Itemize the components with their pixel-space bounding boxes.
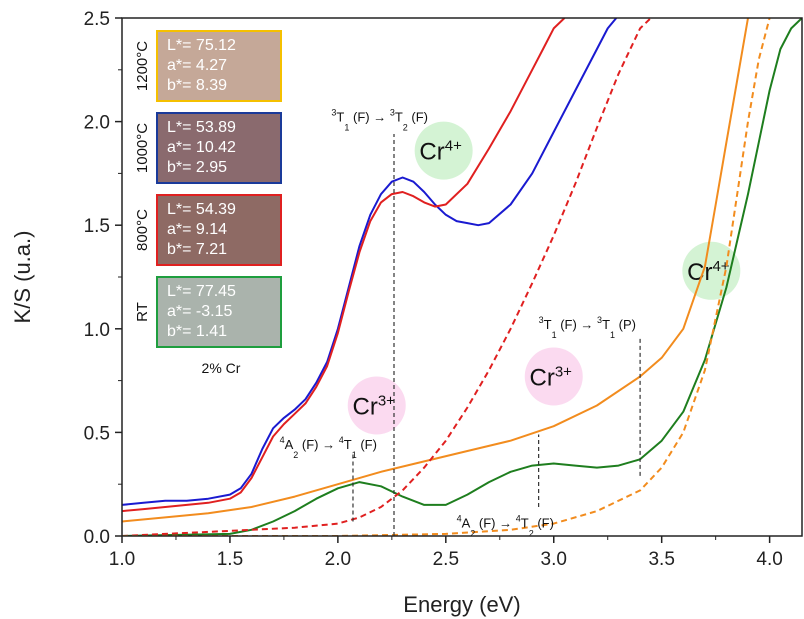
y-tick-label: 2.0 bbox=[84, 113, 110, 134]
ion-badge-label: Cr4+ bbox=[687, 258, 730, 286]
x-axis-title: Energy (eV) bbox=[403, 592, 520, 617]
series-line-5 bbox=[122, 18, 652, 536]
plot-layer: Cr4+ Cr3+ Cr3+ Cr4+ bbox=[122, 18, 802, 536]
ion-badge-bg bbox=[414, 121, 473, 180]
x-tick-label: 1.5 bbox=[217, 549, 243, 570]
cielab-value: L*= 54.39 bbox=[167, 201, 236, 218]
sample-label: 2% Cr bbox=[202, 360, 241, 376]
transition-label: 4A2 (F) → 4T2 (F) bbox=[457, 514, 554, 539]
x-tick-label: 2.5 bbox=[433, 549, 459, 570]
temperature-label: 800°C bbox=[134, 209, 151, 251]
transition-label: 3T1 (F) → 3T2 (F) bbox=[331, 108, 428, 133]
color-sample-box bbox=[156, 30, 282, 102]
cielab-value: a*= 10.42 bbox=[167, 139, 236, 156]
cielab-value: a*= 9.14 bbox=[167, 221, 227, 238]
y-axis-title: K/S (u.a.) bbox=[10, 231, 35, 324]
series-line-2 bbox=[122, 18, 566, 513]
annotation-layer: 3T1 (F) → 3T2 (F) 4A2 (F) → 4T1 (F) 3T1 (F… bbox=[280, 108, 641, 539]
cielab-value: b*= 8.39 bbox=[167, 77, 227, 94]
y-tick-label: 0.5 bbox=[84, 423, 110, 444]
x-tick-label: 4.0 bbox=[756, 549, 782, 570]
color-sample-box bbox=[156, 112, 282, 184]
cielab-value: a*= -3.15 bbox=[167, 303, 232, 320]
y-tick-label: 2.5 bbox=[84, 9, 110, 30]
y-tick-label: 1.0 bbox=[84, 320, 110, 341]
y-tick-label: 0.0 bbox=[84, 527, 110, 548]
cielab-value: L*= 53.89 bbox=[167, 119, 236, 136]
x-tick-label: 2.0 bbox=[325, 549, 351, 570]
x-tick-label: 3.5 bbox=[648, 549, 674, 570]
color-sample-legend: 2% Cr L*= 75.12 a*= 4.27 b*= 8.39 1200°C L*=… bbox=[134, 30, 282, 376]
series-line-4 bbox=[122, 18, 802, 536]
ion-badge-bg bbox=[682, 241, 741, 300]
color-sample-box bbox=[156, 276, 282, 348]
x-tick-label: 1.0 bbox=[109, 549, 135, 570]
ion-badge-label: Cr3+ bbox=[353, 392, 396, 420]
ion-badge-bg bbox=[347, 376, 406, 435]
ion-badge-bg bbox=[524, 347, 583, 406]
cielab-value: b*= 1.41 bbox=[167, 323, 227, 340]
temperature-label: 1200°C bbox=[134, 41, 151, 91]
axis-layer: Energy (eV) K/S (u.a.) 1.0 1.5 2.0 2.5 3.0 3.… bbox=[10, 9, 803, 617]
color-sample-box bbox=[156, 194, 282, 266]
cielab-value: b*= 7.21 bbox=[167, 241, 227, 258]
temperature-label: RT bbox=[134, 302, 151, 322]
transition-label: 4A2 (F) → 4T1 (F) bbox=[280, 435, 377, 460]
cielab-value: a*= 4.27 bbox=[167, 57, 227, 74]
temperature-label: 1000°C bbox=[134, 123, 151, 173]
cielab-value: b*= 2.95 bbox=[167, 159, 227, 176]
cielab-value: L*= 77.45 bbox=[167, 283, 236, 300]
ion-badge-label: Cr3+ bbox=[530, 363, 573, 391]
series-line-3 bbox=[122, 18, 749, 523]
series-line-1 bbox=[122, 18, 618, 506]
y-tick-label: 1.5 bbox=[84, 216, 110, 237]
ion-badge-label: Cr4+ bbox=[419, 138, 462, 166]
x-tick-label: 3.0 bbox=[541, 549, 567, 570]
cielab-value: L*= 75.12 bbox=[167, 37, 236, 54]
series-line-6 bbox=[122, 18, 771, 536]
transition-label: 3T1 (F) → 3T1 (P) bbox=[539, 315, 636, 340]
